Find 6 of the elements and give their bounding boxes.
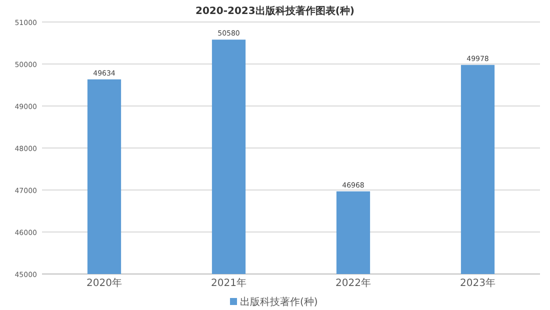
legend-label: 出版科技著作(种) bbox=[240, 296, 318, 308]
x-tick-label: 2020年 bbox=[86, 277, 122, 289]
x-tick-label: 2021年 bbox=[211, 277, 246, 289]
chart-title: 2020-2023出版科技著作图表(种) bbox=[196, 5, 354, 17]
x-tick-label: 2022年 bbox=[336, 277, 371, 289]
x-tick-label: 2023年 bbox=[460, 277, 496, 289]
